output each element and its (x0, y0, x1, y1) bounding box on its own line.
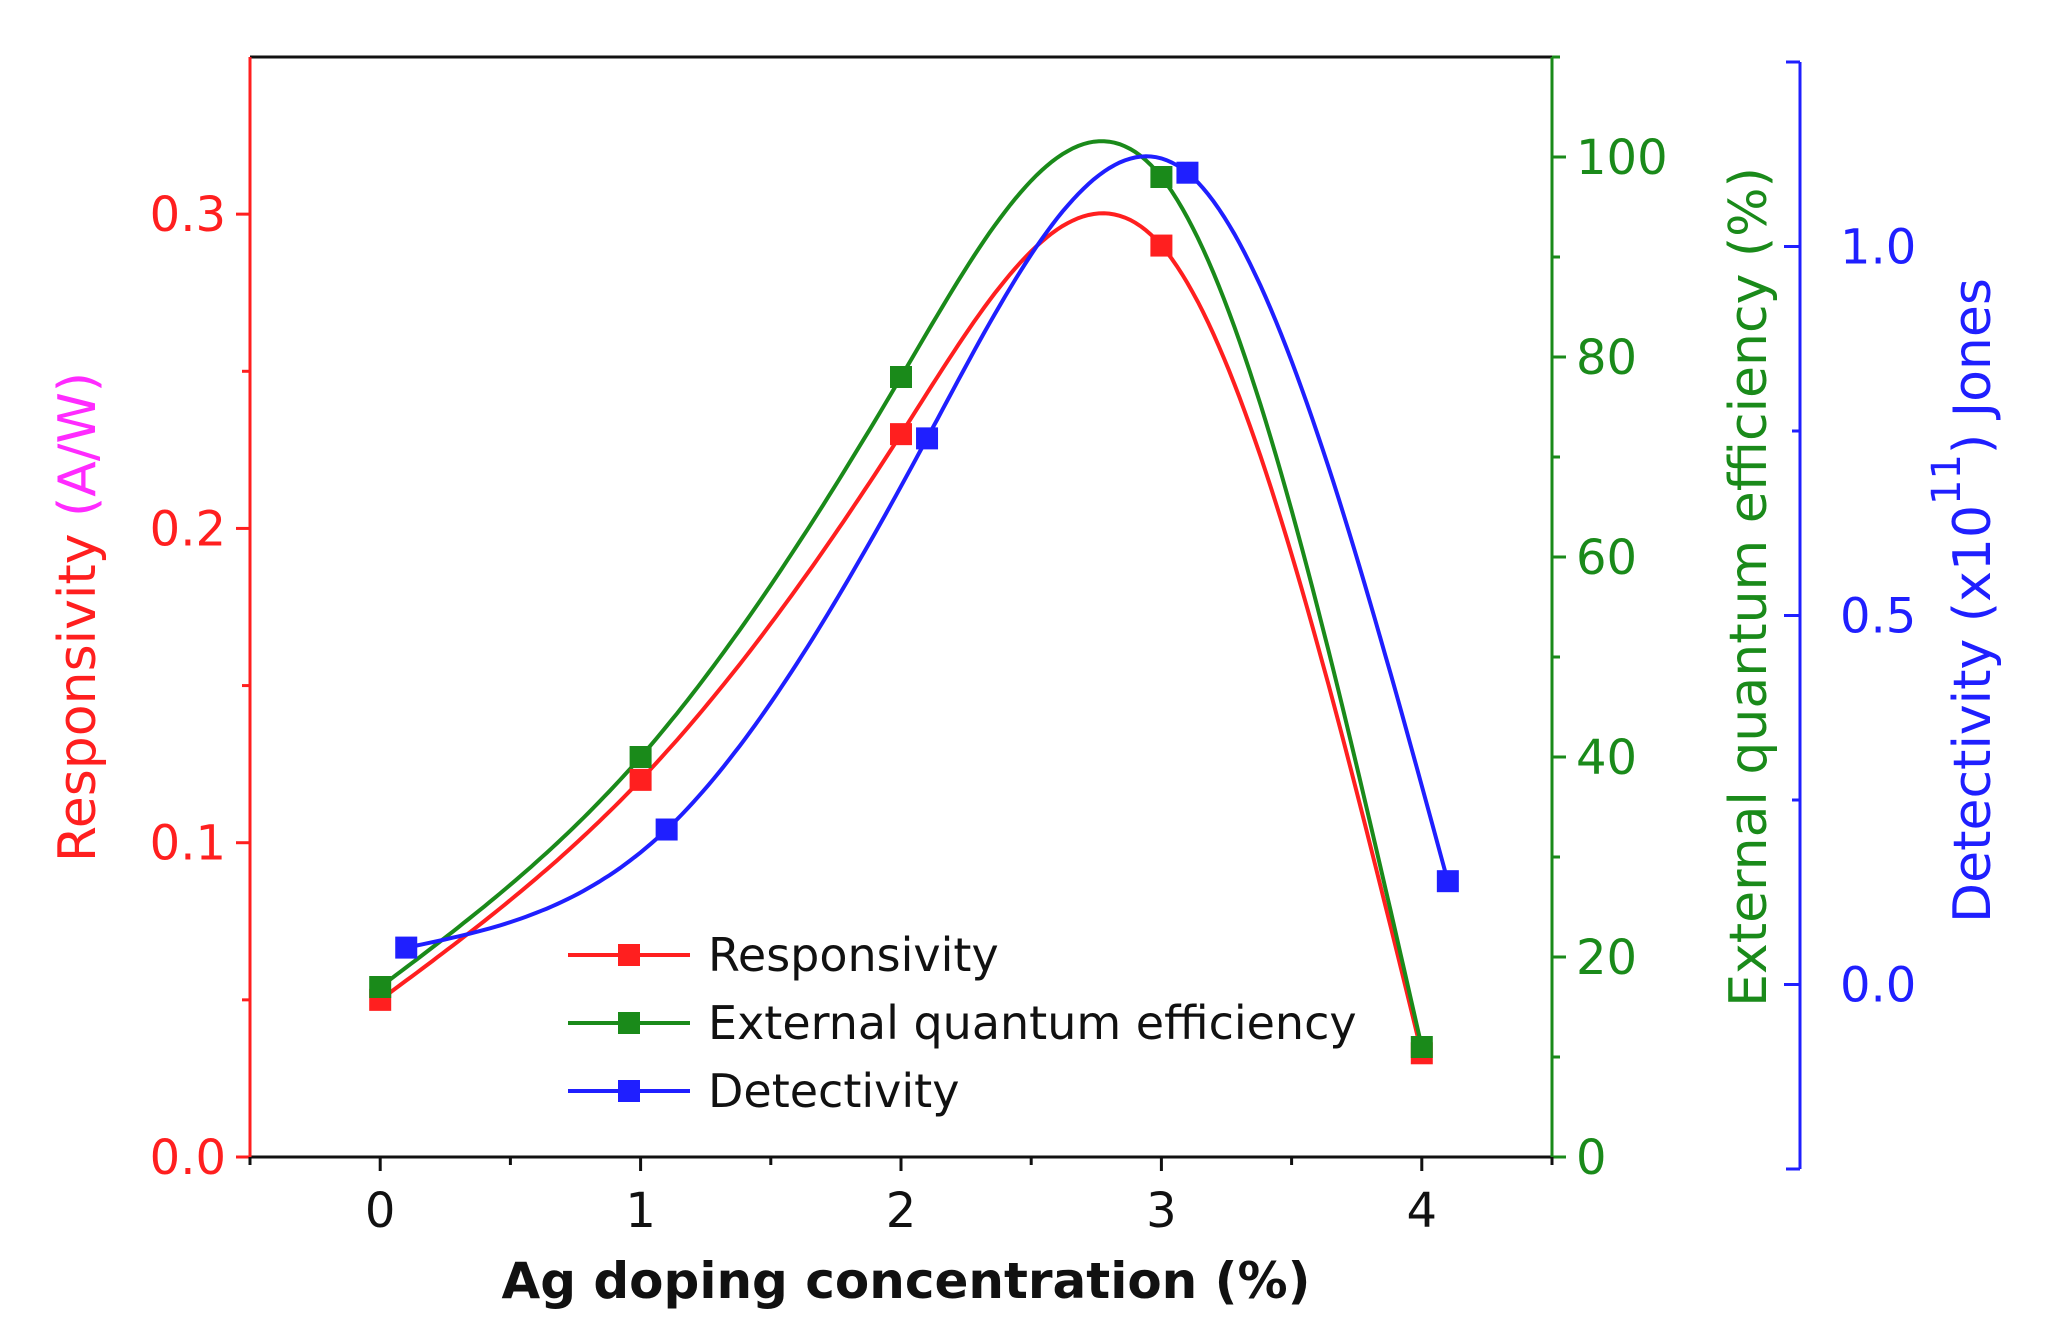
curves-layer (379, 139, 1450, 1054)
right-axis-eqe: 0 20 40 60 80 100 External quantum efficiency … (1552, 55, 1779, 1186)
detectivity-title-exponent: 11 (1924, 454, 1970, 505)
left-tick-label: 0.2 (150, 501, 226, 557)
left-axis-title: Responsivity (A/W) (48, 372, 108, 862)
x-axis-title: Ag doping concentration (%) (502, 1252, 1311, 1310)
left-axis-title-main: Responsivity (48, 517, 108, 862)
left-axis-title-unit: (A/W) (48, 372, 108, 517)
right-detectivity-axis-title-text: Detectivity (x1011) Jones (1924, 278, 2003, 923)
marker-responsivity (890, 423, 912, 446)
right-eqe-tick-label: 20 (1576, 930, 1637, 986)
detectivity-title-post: ) Jones (1943, 278, 2003, 454)
marker-detectivity (655, 818, 678, 841)
x-tick-label: 3 (1146, 1183, 1177, 1239)
legend-marker (618, 1012, 640, 1034)
marker-external-quantum-efficiency (629, 746, 652, 768)
marker-detectivity (1436, 870, 1459, 893)
marker-detectivity (916, 427, 939, 450)
detectivity-title-pre: Detectivity (x10 (1943, 505, 2003, 923)
left-tick-label: 0.1 (150, 816, 226, 872)
marker-external-quantum-efficiency (1150, 166, 1173, 188)
marker-external-quantum-efficiency (890, 366, 912, 388)
x-tick-label: 4 (1407, 1183, 1438, 1239)
right-detectivity-tick-label: 0.5 (1840, 589, 1916, 645)
legend-marker (618, 1080, 640, 1102)
right-eqe-tick-label: 0 (1576, 1130, 1607, 1186)
x-axis: 0 1 2 3 4 Ag doping concentration (%) (248, 1157, 1554, 1310)
right-detectivity-tick-label: 1.0 (1840, 220, 1916, 276)
right-eqe-axis-title: External quantum efficiency (%) (1719, 167, 1779, 1007)
marker-detectivity (1176, 161, 1199, 184)
marker-responsivity (1150, 234, 1173, 257)
frame-layer (248, 55, 1554, 1159)
markers-layer (369, 161, 1459, 1065)
marker-responsivity (629, 768, 652, 791)
marker-detectivity (395, 936, 418, 959)
legend: Responsivity External quantum efficiency D… (568, 928, 1357, 1118)
right-detectivity-tick-label: 0.0 (1840, 958, 1916, 1014)
left-axis: 0.0 0.1 0.2 0.3 Responsivity (A/W) (48, 187, 250, 1186)
right-eqe-tick-label: 80 (1576, 330, 1637, 386)
right-eqe-tick-label: 40 (1576, 730, 1637, 786)
right-eqe-tick-label: 100 (1576, 130, 1668, 186)
left-tick-label: 0.3 (150, 187, 226, 243)
right-eqe-tick-label: 60 (1576, 530, 1637, 586)
legend-marker (618, 944, 640, 966)
right-detectivity-axis-title: Detectivity (x1011) Jones (1924, 278, 2003, 923)
legend-label: Responsivity (708, 928, 999, 982)
x-tick-label: 2 (886, 1183, 917, 1239)
x-tick-label: 0 (365, 1183, 396, 1239)
legend-label: Detectivity (708, 1064, 959, 1118)
marker-external-quantum-efficiency (369, 976, 392, 998)
x-tick-label: 1 (625, 1183, 656, 1239)
left-tick-label: 0.0 (150, 1130, 226, 1186)
legend-label: External quantum efficiency (708, 996, 1357, 1050)
marker-external-quantum-efficiency (1410, 1036, 1433, 1058)
